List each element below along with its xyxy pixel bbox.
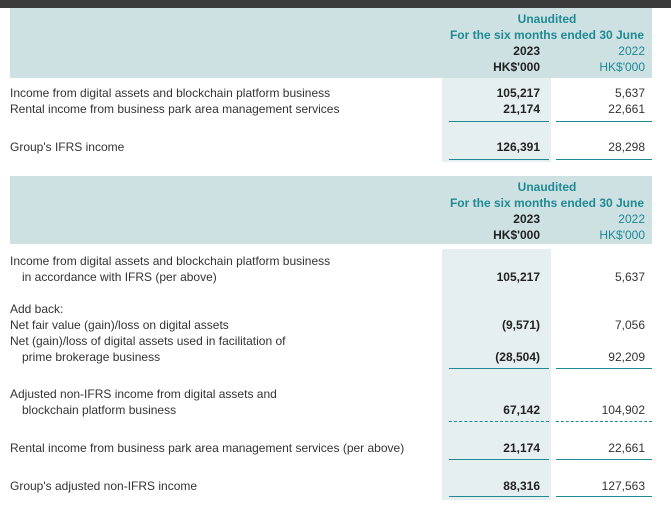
value-2023: (28,504): [495, 350, 540, 364]
subtotal-rule: [556, 368, 652, 369]
row-label-continued: prime brokerage business: [22, 350, 161, 364]
value-2022: 104,902: [601, 403, 645, 417]
unit-prior: HK$'000: [599, 60, 645, 74]
value-2022: 22,661: [608, 441, 645, 455]
value-2023: 21,174: [503, 102, 540, 116]
unit-current: HK$'000: [493, 228, 540, 242]
unaudited-label: Unaudited: [517, 12, 577, 26]
subtotal-rule: [556, 121, 652, 122]
row-label: Net (gain)/loss of digital assets used i…: [10, 334, 286, 348]
unit-current: HK$'000: [493, 60, 540, 74]
value-2023: 21,174: [503, 441, 540, 455]
value-2022: 22,661: [608, 102, 645, 116]
row-label-continued: in accordance with IFRS (per above): [22, 270, 217, 284]
top-bar: [0, 0, 671, 8]
table-header-band: [10, 176, 652, 244]
subtotal-rule: [556, 459, 652, 460]
value-2022: 28,298: [608, 140, 645, 154]
value-2022: 127,563: [601, 479, 645, 493]
unaudited-label: Unaudited: [517, 180, 577, 194]
total-rule: [556, 159, 652, 160]
total-rule: [449, 496, 549, 497]
subtotal-rule: [449, 121, 549, 122]
value-2023: (9,571): [501, 318, 540, 332]
table-header-band: [10, 8, 652, 78]
year-current: 2023: [513, 212, 540, 226]
value-2023: 67,142: [503, 403, 540, 417]
row-label: Rental income from business park area ma…: [10, 441, 405, 455]
current-year-highlight: [442, 78, 551, 162]
row-label: Net fair value (gain)/loss on digital as…: [10, 318, 229, 332]
total-rule: [556, 496, 652, 497]
dashed-rule: [556, 421, 652, 422]
row-label: Income from digital assets and blockchai…: [10, 254, 331, 268]
year-prior: 2022: [618, 212, 645, 226]
add-back-label: Add back:: [10, 302, 64, 316]
period-label: For the six months ended 30 June: [449, 28, 645, 42]
total-rule: [449, 159, 549, 160]
subtotal-rule: [449, 459, 549, 460]
year-current: 2023: [513, 44, 540, 58]
row-label: Income from digital assets and blockchai…: [10, 86, 331, 100]
row-label: Group's IFRS income: [10, 140, 125, 154]
period-label: For the six months ended 30 June: [449, 196, 645, 210]
row-label-continued: blockchain platform business: [22, 403, 177, 417]
subtotal-rule: [449, 368, 549, 369]
unit-prior: HK$'000: [599, 228, 645, 242]
value-2022: 92,209: [608, 350, 645, 364]
value-2023: 105,217: [496, 270, 540, 284]
value-2023: 126,391: [496, 140, 540, 154]
row-label: Rental income from business park area ma…: [10, 102, 340, 116]
dashed-rule: [449, 421, 549, 422]
current-year-highlight: [442, 249, 551, 500]
value-2022: 5,637: [614, 270, 645, 284]
year-prior: 2022: [618, 44, 645, 58]
value-2022: 7,056: [614, 318, 645, 332]
value-2022: 5,637: [614, 86, 645, 100]
row-label: Adjusted non-IFRS income from digital as…: [10, 387, 277, 401]
value-2023: 88,316: [503, 479, 540, 493]
row-label: Group's adjusted non-IFRS income: [10, 479, 198, 493]
value-2023: 105,217: [496, 86, 540, 100]
